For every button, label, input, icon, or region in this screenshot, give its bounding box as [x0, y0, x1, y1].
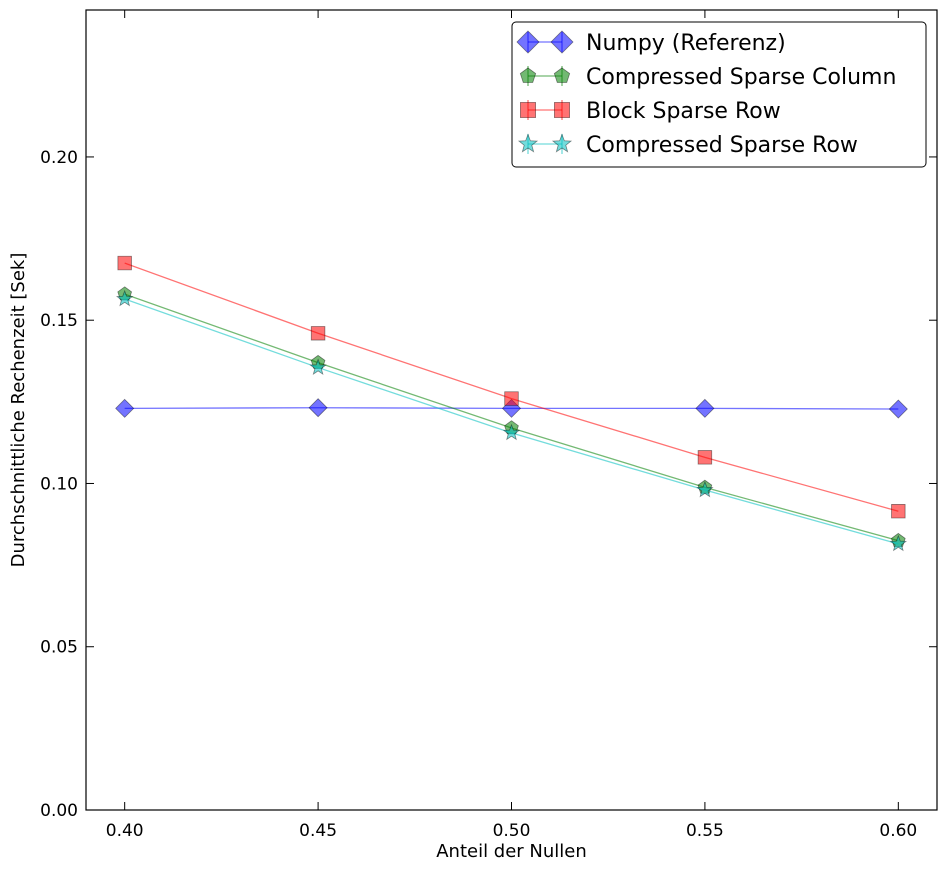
series-line [124, 262, 899, 512]
legend-label: Compressed Sparse Row [586, 133, 858, 158]
legend-marker [519, 67, 537, 83]
legend-box [511, 21, 927, 168]
legend-entry: Numpy (Referenz) [516, 30, 786, 56]
data-point [309, 358, 327, 375]
y-tick-label: 0.05 [40, 638, 78, 658]
legend-marker [516, 30, 540, 54]
legend-label: Numpy (Referenz) [586, 31, 786, 56]
legend-entry: Compressed Sparse Row [517, 133, 858, 158]
legend-marker [517, 133, 539, 153]
legend: Numpy (Referenz) Compressed Sparse Column… [511, 21, 927, 168]
x-axis-label: Anteil der Nullen [436, 841, 587, 862]
data-point [891, 504, 906, 519]
series-layer [115, 255, 908, 552]
y-tick-label: 0.15 [40, 311, 78, 331]
data-point [308, 398, 328, 418]
data-point [696, 480, 714, 498]
legend-entry: Block Sparse Row [520, 99, 781, 124]
legend-marker [553, 67, 571, 83]
legend-entry: Compressed Sparse Column [519, 65, 896, 90]
x-tick-label: 0.55 [686, 821, 724, 841]
y-tick-label: 0.00 [40, 801, 78, 821]
x-tick-label: 0.45 [299, 821, 337, 841]
x-tick-label: 0.40 [106, 821, 144, 841]
x-tick-label: 0.50 [493, 821, 531, 841]
legend-marker [554, 102, 570, 118]
data-point [310, 326, 326, 341]
data-point [115, 289, 134, 307]
y-tick-label: 0.10 [40, 474, 78, 494]
legend-marker [551, 133, 573, 153]
data-point [697, 450, 713, 465]
legend-label: Block Sparse Row [586, 99, 781, 124]
legend-marker [550, 30, 574, 54]
y-tick-label: 0.20 [40, 148, 78, 168]
series-2 [117, 255, 906, 519]
data-point [115, 398, 135, 418]
data-point [504, 391, 519, 406]
legend-label: Compressed Sparse Column [586, 65, 896, 90]
legend-marker [520, 102, 536, 118]
y-axis-label: Durchschnittliche Rechenzeit [Sek] [8, 253, 29, 568]
data-point [888, 399, 908, 419]
data-point [117, 255, 132, 271]
series-3 [115, 289, 908, 552]
series-0 [115, 398, 908, 419]
axis-tick-labels: 0.40 0.45 0.50 0.55 0.60 0.00 0.05 0.10 0.15 0.20 [40, 148, 917, 841]
data-point [889, 534, 908, 552]
data-point [502, 423, 521, 441]
data-point [695, 398, 715, 418]
plot-frame [85, 9, 938, 811]
x-tick-label: 0.60 [879, 821, 917, 841]
